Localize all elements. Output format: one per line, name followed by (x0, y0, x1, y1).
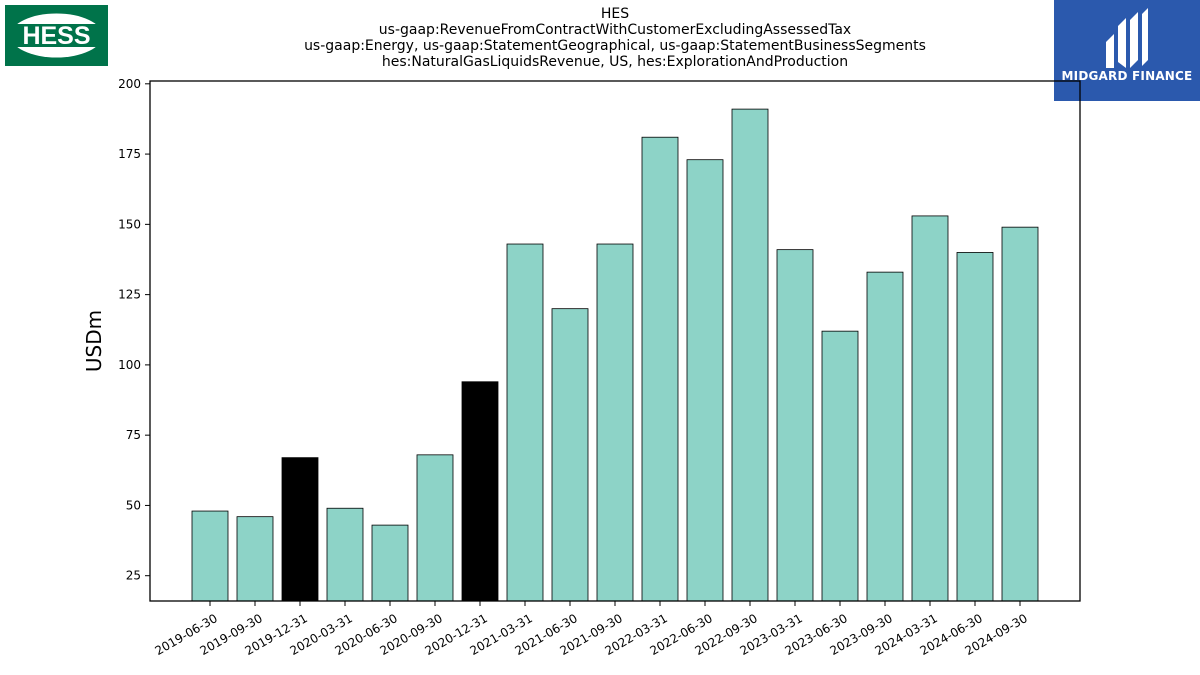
y-tick-label: 175 (118, 147, 141, 161)
title-line-members: hes:NaturalGasLiquidsRevenue, US, hes:Ex… (381, 54, 849, 70)
bar-2020-09-30 (416, 454, 454, 602)
bar-2024-06-30 (956, 252, 994, 602)
midgard-logo-text: MIDGARD FINANCE (1061, 69, 1193, 83)
y-tick-label: 200 (118, 77, 141, 91)
bar-2020-12-31 (461, 381, 499, 602)
title-line-axes: us-gaap:Energy, us-gaap:StatementGeograp… (304, 38, 926, 54)
bar-2020-06-30 (371, 524, 409, 602)
y-axis: 25 50 75 100 125 150 175 200 (118, 77, 150, 583)
bar-2021-06-30 (551, 308, 589, 602)
bars-group (191, 108, 1039, 602)
y-tick-label: 125 (118, 288, 141, 302)
x-axis: 2019-06-302019-09-302019-12-312020-03-31… (152, 601, 1030, 658)
y-tick-label: 150 (118, 217, 141, 231)
y-axis-label: USDm (82, 310, 106, 372)
bar-2023-09-30 (866, 271, 904, 602)
bar-2022-06-30 (686, 159, 724, 602)
bar-2020-03-31 (326, 507, 364, 602)
y-tick-label: 50 (126, 498, 141, 512)
bar-2023-06-30 (821, 330, 859, 602)
hess-logo-text: HESS (22, 22, 90, 50)
bar-2019-12-31 (281, 457, 319, 602)
bar-2022-03-31 (641, 136, 679, 602)
bar-2022-09-30 (731, 108, 769, 602)
title-line-concept: us-gaap:RevenueFromContractWithCustomerE… (378, 22, 852, 38)
title-line-ticker: HES (600, 6, 630, 22)
bar-2021-03-31 (506, 243, 544, 602)
y-tick-label: 25 (126, 569, 141, 583)
bar-2024-03-31 (911, 215, 949, 602)
y-tick-label: 75 (126, 428, 141, 442)
midgard-finance-logo: MIDGARD FINANCE (1054, 0, 1200, 101)
y-tick-label: 100 (118, 358, 141, 372)
bar-2019-06-30 (191, 510, 229, 602)
chart-title: HES us-gaap:RevenueFromContractWithCusto… (265, 6, 965, 70)
bar-2021-09-30 (596, 243, 634, 602)
hess-logo: HESS (5, 5, 108, 66)
bar-2019-09-30 (236, 516, 274, 602)
midgard-emblem-icon (1106, 8, 1148, 68)
bar-2023-03-31 (776, 249, 814, 602)
bar-2024-09-30 (1001, 226, 1039, 602)
